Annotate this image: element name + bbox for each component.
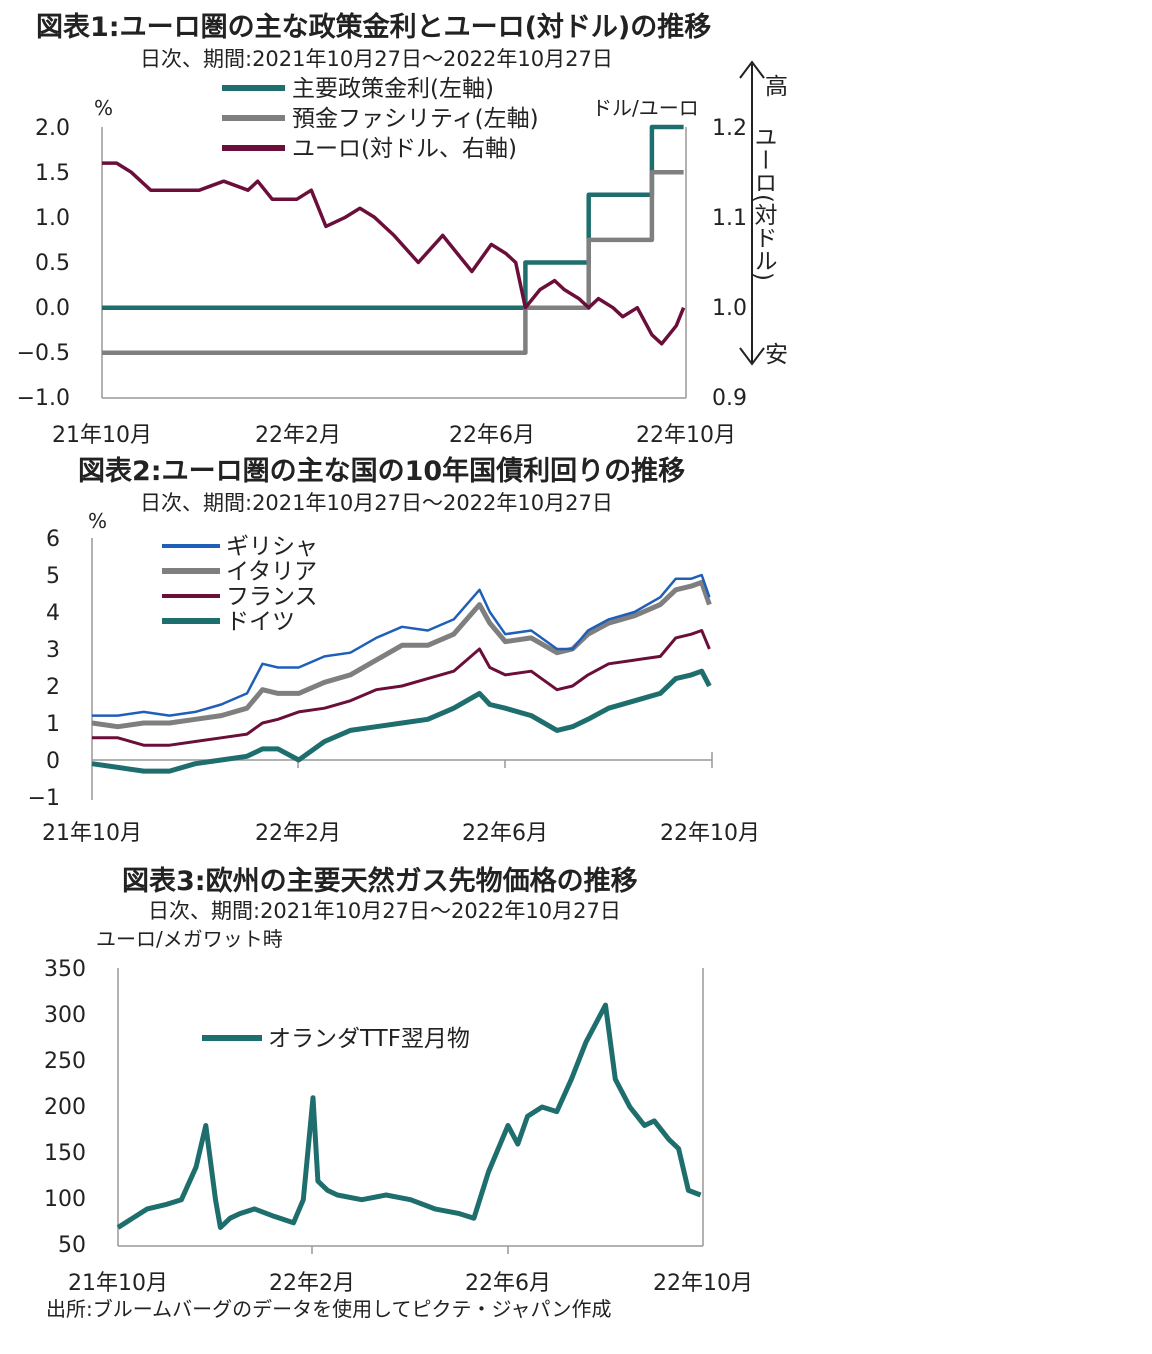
chart1-title: 図表1:ユーロ圏の主な政策金利とユーロ(対ドル)の推移 xyxy=(36,11,711,43)
chart3-xtick: 21年10月 xyxy=(68,1271,168,1296)
chart1-ytick-left: 0.0 xyxy=(35,296,70,321)
chart2-x-ticks: 21年10月 22年2月 22年6月 22年10月 xyxy=(42,821,760,846)
chart3-ylabel: ユーロ/メガワット時 xyxy=(96,927,283,951)
chart1-x-ticks: 21年10月 22年2月 22年6月 22年10月 xyxy=(52,423,736,448)
chart1-xtick: 22年2月 xyxy=(255,423,341,448)
arrow-label-high: 高 xyxy=(765,74,788,100)
series-greece-line xyxy=(92,573,711,717)
legend-policy-rate: 主要政策金利(左軸) xyxy=(292,76,494,102)
legend-deposit-facility: 預金ファシリティ(左軸) xyxy=(292,106,539,132)
chart3-subtitle: 日次、期間:2021年10月27日～2022年10月27日 xyxy=(148,899,621,923)
series-france-line xyxy=(92,629,711,747)
chart3-ytick: 200 xyxy=(44,1095,86,1120)
chart2-xtick: 21年10月 xyxy=(42,821,142,846)
chart3-ytick: 150 xyxy=(44,1141,86,1166)
chart2-ylabel: % xyxy=(88,509,107,533)
chart2-xtick: 22年10月 xyxy=(660,821,760,846)
chart1-ytick-right: 1.2 xyxy=(712,116,747,141)
chart3-ytick: 50 xyxy=(58,1233,86,1258)
chart1-xtick: 21年10月 xyxy=(52,423,152,448)
series-ttf-line xyxy=(116,1002,702,1230)
chart2-title: 図表2:ユーロ圏の主な国の10年国債利回りの推移 xyxy=(78,455,685,487)
legend-ttf: オランダTTF翌月物 xyxy=(268,1026,470,1052)
chart1-ytick-left: 1.0 xyxy=(35,206,70,231)
chart2-ytick: 4 xyxy=(46,601,60,626)
chart3-ytick: 250 xyxy=(44,1049,86,1074)
chart1-ytick-left: −0.5 xyxy=(17,341,70,366)
chart1-direction-arrow: 高 ユーロ(対ドル) 安 xyxy=(739,60,788,368)
chart1-ytick-right: 1.0 xyxy=(712,296,747,321)
series-germany-line xyxy=(91,668,712,774)
chart3-ytick: 100 xyxy=(44,1187,86,1212)
arrow-down-icon xyxy=(739,347,765,366)
chart2-xtick: 22年2月 xyxy=(255,821,341,846)
legend-germany: ドイツ xyxy=(226,609,295,635)
arrow-label-low: 安 xyxy=(765,342,788,368)
chart1-legend: 主要政策金利(左軸) 預金ファシリティ(左軸) ユーロ(対ドル、右軸) xyxy=(222,76,539,162)
chart1-plot-area xyxy=(102,124,686,356)
chart1-xtick: 22年10月 xyxy=(636,423,736,448)
source-note: 出所:ブルームバーグのデータを使用してピクテ・ジャパン作成 xyxy=(46,1297,612,1321)
chart1-y-right-ticks: 1.2 1.1 1.0 0.9 xyxy=(712,116,747,411)
chart3-title: 図表3:欧州の主要天然ガス先物価格の推移 xyxy=(122,865,638,897)
chart3-xtick: 22年2月 xyxy=(269,1271,355,1296)
chart3-legend: オランダTTF翌月物 xyxy=(202,1026,470,1052)
chart1-ytick-left: 1.5 xyxy=(35,161,70,186)
chart2-ytick: −1 xyxy=(28,786,60,811)
chart1-xtick: 22年6月 xyxy=(449,423,535,448)
chart1-ytick-left: 0.5 xyxy=(35,251,70,276)
chart2-legend: ギリシャ イタリア フランス ドイツ xyxy=(162,534,318,635)
chart2-ytick: 3 xyxy=(46,638,60,663)
chart1-axes xyxy=(101,127,687,399)
chart3-xtick: 22年6月 xyxy=(465,1271,551,1296)
chart2-xtick: 22年6月 xyxy=(462,821,548,846)
legend-euro-usd: ユーロ(対ドル、右軸) xyxy=(292,136,517,162)
chart2-axes xyxy=(91,538,713,800)
chart3-ytick: 350 xyxy=(44,957,86,982)
chart1-ytick-left: −1.0 xyxy=(17,386,70,411)
arrow-label-euro: ユーロ(対ドル) xyxy=(750,125,778,281)
chart1-ytick-left: 2.0 xyxy=(35,116,70,141)
chart2-y-ticks: 6 5 4 3 2 1 0 −1 xyxy=(28,527,60,811)
chart1-ytick-right: 1.1 xyxy=(712,206,747,231)
legend-greece: ギリシャ xyxy=(226,534,318,560)
chart3-plot-area xyxy=(116,1002,702,1230)
chart2-ytick: 5 xyxy=(46,564,60,589)
chart1-ylabel-left: % xyxy=(94,96,113,120)
series-italy-line xyxy=(91,579,712,730)
chart1-subtitle: 日次、期間:2021年10月27日～2022年10月27日 xyxy=(140,47,613,71)
chart2-ytick: 0 xyxy=(46,749,60,774)
chart3-axes xyxy=(117,968,704,1254)
chart2-ytick: 6 xyxy=(46,527,60,552)
chart3-x-ticks: 21年10月 22年2月 22年6月 22年10月 xyxy=(68,1271,753,1296)
chart2-subtitle: 日次、期間:2021年10月27日～2022年10月27日 xyxy=(140,491,613,515)
arrow-up-icon xyxy=(739,60,765,79)
chart1-ytick-right: 0.9 xyxy=(712,386,747,411)
chart1-ylabel-right: ドル/ユーロ xyxy=(592,96,699,120)
chart2-ytick: 1 xyxy=(46,712,60,737)
chart3-y-ticks: 350 300 250 200 150 100 50 xyxy=(44,957,86,1258)
chart1-y-left-ticks: 2.0 1.5 1.0 0.5 0.0 −0.5 −1.0 xyxy=(17,116,70,411)
chart3-xtick: 22年10月 xyxy=(653,1271,753,1296)
series-deposit-facility-line xyxy=(102,169,684,356)
series-euro-usd-line xyxy=(102,161,686,346)
legend-france: フランス xyxy=(226,584,318,610)
legend-italy: イタリア xyxy=(226,559,317,585)
chart2-ytick: 2 xyxy=(46,675,60,700)
chart3-ytick: 300 xyxy=(44,1003,86,1028)
chart2-plot-area xyxy=(91,573,712,774)
